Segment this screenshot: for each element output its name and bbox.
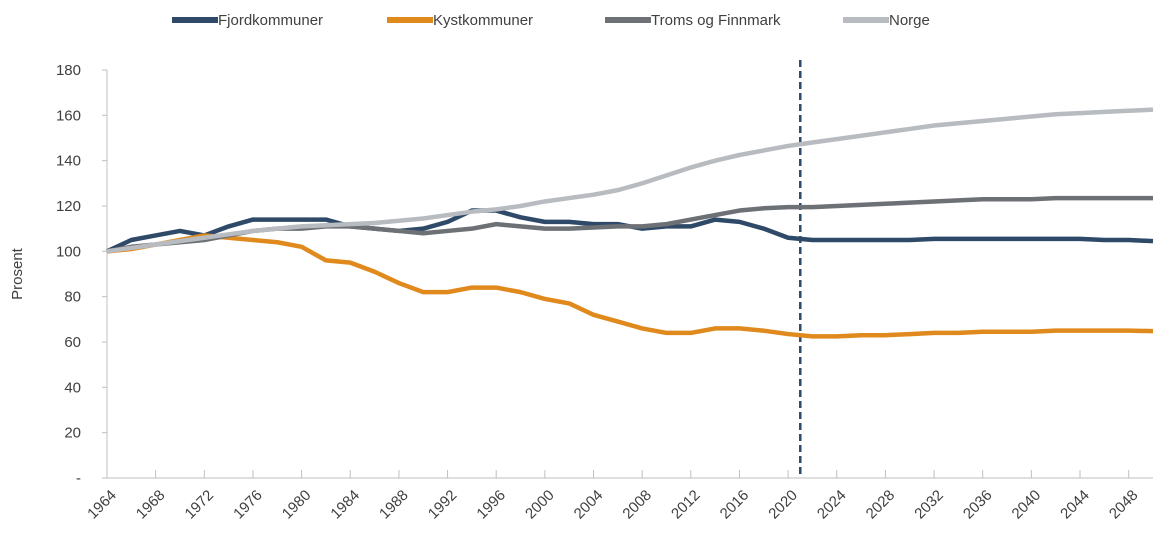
y-tick-label: 80 bbox=[64, 289, 81, 306]
y-tick-label: - bbox=[76, 470, 81, 487]
x-tick-label: 1996 bbox=[473, 487, 509, 523]
x-tick-label: 2020 bbox=[765, 487, 801, 523]
y-tick-label: 20 bbox=[64, 425, 81, 442]
x-tick-label: 2036 bbox=[960, 487, 996, 523]
y-tick-label: 100 bbox=[56, 243, 81, 260]
legend-label: Troms og Finnmark bbox=[651, 12, 781, 29]
x-tick-label: 1964 bbox=[84, 487, 120, 523]
y-axis-label: Prosent bbox=[9, 247, 26, 300]
legend-label: Kystkommuner bbox=[433, 12, 533, 29]
x-tick-label: 1992 bbox=[425, 487, 461, 523]
x-tick-label: 2028 bbox=[863, 487, 899, 523]
x-tick-label: 2008 bbox=[619, 487, 655, 523]
x-tick-label: 1988 bbox=[376, 487, 412, 523]
y-tick-label: 120 bbox=[56, 198, 81, 215]
y-tick-label: 180 bbox=[56, 62, 81, 79]
x-tick-label: 2044 bbox=[1057, 487, 1093, 523]
y-tick-label: 40 bbox=[64, 379, 81, 396]
x-tick-label: 2040 bbox=[1009, 487, 1045, 523]
x-tick-label: 1968 bbox=[133, 487, 169, 523]
x-tick-label: 1984 bbox=[327, 487, 363, 523]
legend-label: Fjordkommuner bbox=[218, 12, 323, 29]
x-tick-label: 2016 bbox=[717, 487, 753, 523]
legend-label: Norge bbox=[889, 12, 930, 29]
series-line bbox=[106, 195, 1153, 254]
series-line bbox=[106, 233, 1154, 339]
x-tick-label: 2004 bbox=[571, 487, 607, 523]
x-tick-label: 1980 bbox=[279, 487, 315, 523]
x-tick-label: 2032 bbox=[911, 487, 947, 523]
x-tick-label: 1976 bbox=[230, 487, 266, 523]
y-tick-label: 140 bbox=[56, 153, 81, 170]
x-tick-label: 1972 bbox=[182, 487, 218, 523]
y-tick-label: 60 bbox=[64, 334, 81, 351]
x-tick-label: 2048 bbox=[1106, 487, 1142, 523]
y-tick-label: 160 bbox=[56, 107, 81, 124]
x-tick-label: 2012 bbox=[668, 487, 704, 523]
series-line bbox=[106, 107, 1154, 254]
x-tick-label: 2024 bbox=[814, 487, 850, 523]
x-tick-label: 2000 bbox=[522, 487, 558, 523]
